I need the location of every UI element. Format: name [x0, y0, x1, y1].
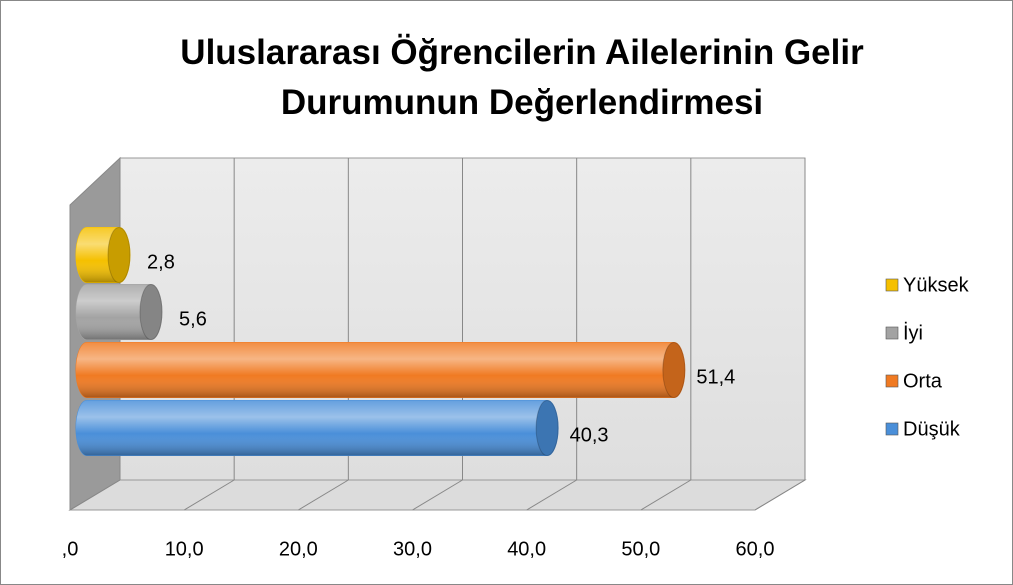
x-tick-label: 60,0: [736, 538, 775, 560]
data-label: 5,6: [179, 308, 207, 330]
data-label: 51,4: [696, 366, 735, 388]
x-tick-label: ,0: [62, 538, 79, 560]
bar-shade: [76, 342, 685, 398]
floor-grid-line: [412, 479, 463, 511]
legend-swatch: [885, 422, 899, 436]
x-tick-label: 50,0: [621, 538, 660, 560]
floor-grid-line: [298, 479, 349, 511]
x-tick-label: 10,0: [165, 538, 204, 560]
bar-cap-shade: [662, 342, 685, 398]
bar-cap: [139, 284, 163, 340]
bar-shade: [76, 284, 162, 340]
x-tick-label: 40,0: [507, 538, 546, 560]
x-tick-label: 30,0: [393, 538, 432, 560]
floor-grid-line: [640, 479, 692, 511]
chart-title: Uluslararası Öğrencilerin Ailelerinin Ge…: [180, 33, 864, 122]
legend-label: Yüksek: [903, 274, 970, 296]
legend-swatch: [885, 374, 899, 388]
floor-grid-line: [183, 479, 235, 511]
bar-cap-shade: [139, 284, 162, 340]
floor-grid-line: [754, 479, 806, 511]
data-label: 2,8: [147, 251, 175, 273]
legend-label: Orta: [903, 370, 943, 392]
bar-cap: [535, 400, 559, 456]
x-tick-label: 20,0: [279, 538, 318, 560]
legend-label: İyi: [903, 321, 923, 344]
legend-swatch: [885, 326, 899, 340]
bar-cap: [662, 342, 686, 398]
floor-grid-line: [69, 479, 121, 511]
bar-shade: [76, 400, 559, 456]
floor-grid-line: [526, 479, 577, 511]
bar-cap-shade: [536, 400, 559, 456]
data-label: 40,3: [570, 424, 609, 446]
legend-swatch: [885, 278, 899, 292]
legend-label: Düşük: [903, 418, 961, 440]
bar-cap: [107, 227, 131, 283]
bar-cap-shade: [107, 227, 130, 283]
